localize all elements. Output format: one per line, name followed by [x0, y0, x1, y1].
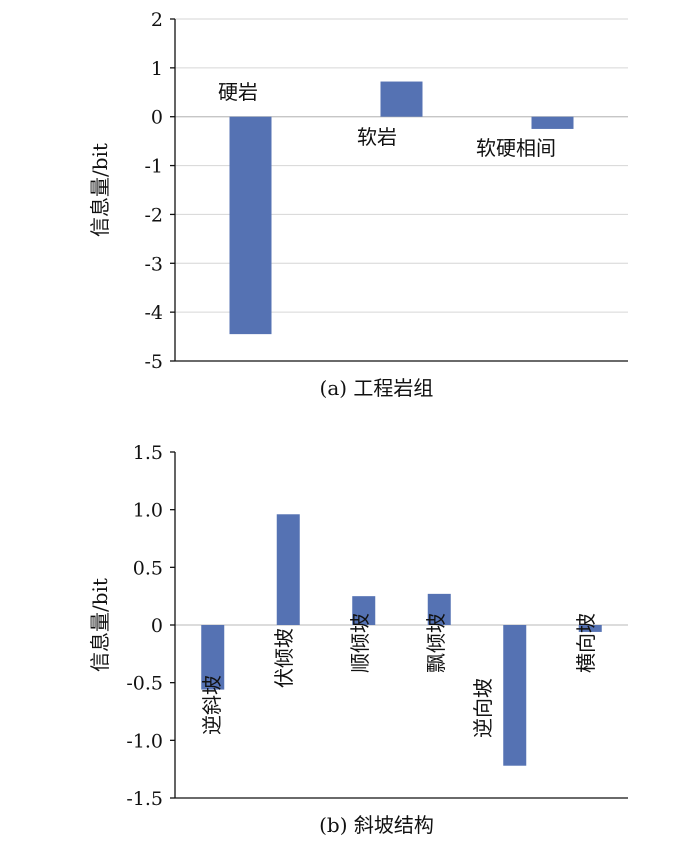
y-tick-label: -1.5	[126, 788, 163, 810]
y-tick-label: -1.0	[126, 730, 163, 752]
bar-2	[380, 81, 423, 117]
chart-caption: (a) 工程岩组	[320, 376, 434, 400]
y-axis-label: 信息量/bit	[88, 578, 112, 672]
category-label: 飘倾坡	[424, 613, 448, 673]
category-label: 逆斜坡	[200, 675, 224, 735]
category-label: 软硬相间	[476, 136, 556, 160]
bar-4	[427, 593, 451, 625]
y-tick-label: 0	[151, 615, 163, 637]
category-label: 逆向坡	[471, 678, 495, 738]
y-tick-label: 2	[151, 9, 163, 31]
y-tick-label: 1.5	[133, 442, 163, 464]
y-tick-label: 1	[151, 58, 163, 80]
y-tick-label: -1	[144, 156, 163, 178]
category-label: 横向坡	[574, 613, 598, 673]
category-label: 软岩	[357, 125, 397, 149]
y-tick-label: -4	[144, 302, 163, 324]
y-tick-label: -2	[144, 204, 163, 226]
bar-5	[503, 625, 527, 766]
bar-2	[276, 514, 300, 625]
category-label: 伏倾坡	[272, 628, 296, 688]
chart-caption: (b) 斜坡结构	[319, 813, 434, 837]
y-tick-label: 1.0	[133, 500, 163, 522]
category-label: 顺倾坡	[348, 613, 372, 673]
y-tick-label: 0	[151, 107, 163, 129]
y-axis-label: 信息量/bit	[88, 143, 112, 237]
bar-1	[229, 116, 272, 335]
y-tick-label: -5	[144, 351, 163, 373]
y-tick-label: 0.5	[133, 557, 163, 579]
bar-6	[578, 625, 602, 632]
y-tick-label: -0.5	[126, 673, 163, 695]
category-label: 硬岩	[218, 80, 258, 104]
bar-3	[531, 116, 574, 129]
bar-3	[352, 596, 376, 625]
bar-1	[201, 625, 225, 690]
y-tick-label: -3	[144, 253, 163, 275]
